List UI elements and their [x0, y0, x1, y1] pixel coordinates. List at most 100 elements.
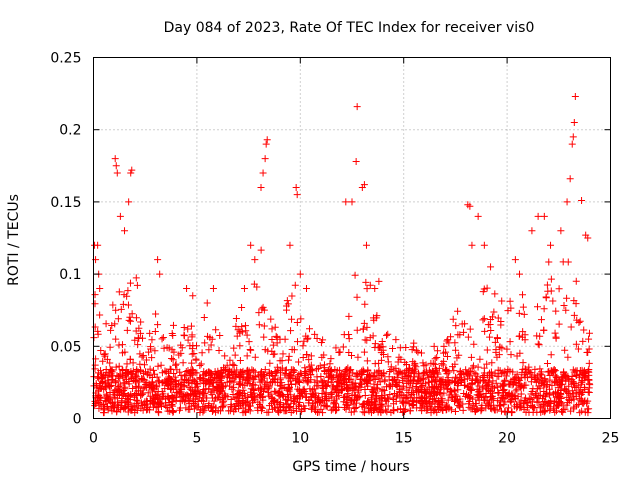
data-point [498, 393, 506, 401]
data-point [394, 405, 402, 413]
data-point [353, 103, 361, 111]
data-point [371, 285, 379, 293]
data-point [127, 390, 135, 398]
data-point [112, 377, 120, 385]
data-point [354, 371, 362, 379]
data-point [208, 391, 216, 399]
data-point [144, 389, 152, 397]
data-point [148, 378, 156, 386]
data-point [352, 373, 360, 381]
data-point [551, 408, 559, 416]
data-point [567, 323, 575, 331]
data-point [288, 315, 296, 323]
data-point [527, 378, 535, 386]
data-point [444, 396, 452, 404]
data-point [125, 399, 133, 407]
data-point [370, 316, 378, 324]
data-point [353, 326, 361, 334]
data-point [171, 392, 179, 400]
data-point [145, 381, 153, 389]
data-point [504, 366, 512, 374]
data-point [433, 383, 441, 391]
data-point [488, 371, 496, 379]
data-point [518, 368, 526, 376]
data-point [541, 407, 549, 415]
data-point [204, 368, 212, 376]
data-point [336, 366, 344, 374]
data-point [390, 406, 398, 414]
data-point [217, 407, 225, 415]
data-point [562, 306, 570, 314]
data-point [166, 374, 174, 382]
data-point [457, 371, 465, 379]
data-point [226, 356, 234, 364]
data-point [474, 212, 482, 220]
data-point [540, 388, 548, 396]
data-point [449, 315, 457, 323]
data-point [377, 343, 385, 351]
data-point [479, 316, 487, 324]
data-point [137, 318, 145, 326]
data-point [184, 336, 192, 344]
data-point [139, 375, 147, 383]
data-point [386, 367, 394, 375]
data-point [537, 408, 545, 416]
data-point [112, 306, 120, 314]
data-point [497, 318, 505, 326]
data-point [94, 369, 102, 377]
data-point [567, 407, 575, 415]
data-point [511, 378, 519, 386]
data-point [175, 351, 183, 359]
data-point [109, 301, 117, 309]
data-point [352, 157, 360, 165]
data-point [531, 391, 539, 399]
data-point [184, 325, 192, 333]
data-point [236, 374, 244, 382]
data-point [213, 386, 221, 394]
data-point [336, 377, 344, 385]
data-point [474, 363, 482, 371]
y-tick-label: 0.15 [50, 195, 81, 211]
data-point [472, 407, 480, 415]
data-point [239, 399, 247, 407]
data-point [245, 338, 253, 346]
data-point [568, 380, 576, 388]
data-point [431, 384, 439, 392]
data-point [408, 384, 416, 392]
data-point [541, 408, 549, 416]
data-point [540, 305, 548, 313]
data-point [531, 404, 539, 412]
data-point [302, 332, 310, 340]
data-point [285, 352, 293, 360]
data-point [401, 405, 409, 413]
data-point [464, 333, 472, 341]
data-point [435, 364, 443, 372]
data-point [461, 375, 469, 383]
data-point [513, 370, 521, 378]
data-point [226, 378, 234, 386]
data-point [297, 408, 305, 416]
data-point [212, 404, 220, 412]
data-point [501, 388, 509, 396]
data-point [201, 339, 209, 347]
data-point [487, 263, 495, 271]
data-point [168, 354, 176, 362]
data-point [350, 408, 358, 416]
data-point [251, 392, 259, 400]
data-point [373, 369, 381, 377]
data-point [461, 320, 469, 328]
data-point [563, 294, 571, 302]
data-point [461, 381, 469, 389]
data-point [308, 405, 316, 413]
data-point [418, 349, 426, 357]
data-point [427, 359, 435, 367]
data-point [364, 380, 372, 388]
data-point [154, 256, 162, 264]
data-point [192, 387, 200, 395]
data-point [350, 385, 358, 393]
data-point [269, 341, 277, 349]
data-point [474, 372, 482, 380]
data-point [392, 381, 400, 389]
data-point [189, 376, 197, 384]
data-point [560, 302, 568, 310]
